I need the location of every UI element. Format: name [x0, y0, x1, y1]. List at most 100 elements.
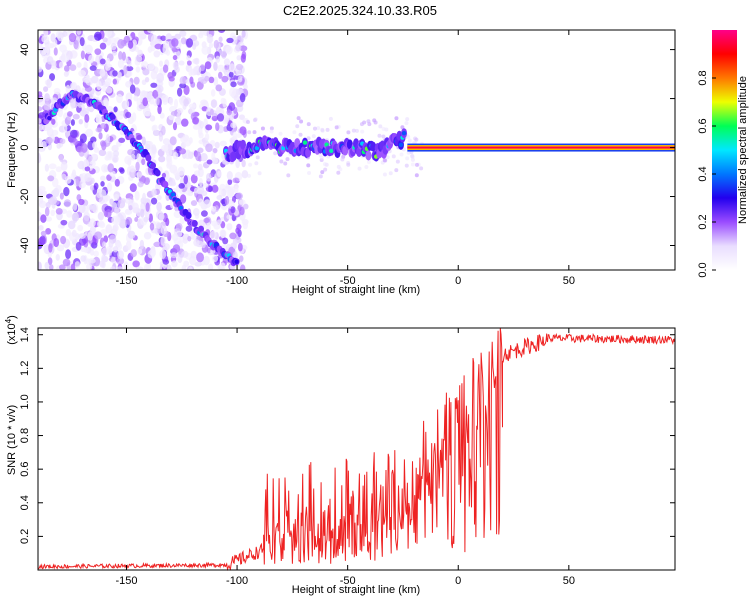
spectrogram-noise — [230, 122, 237, 129]
spectrogram-noise — [129, 165, 136, 173]
spectrogram-noise — [124, 155, 132, 165]
spectrogram-noise — [89, 185, 95, 191]
spectrogram-noise — [192, 208, 200, 216]
spectrogram-noise — [166, 264, 172, 270]
spectrogram-noise — [232, 131, 238, 140]
spectrogram-noise — [60, 235, 67, 245]
spectrogram-frame — [37, 29, 676, 271]
spectrogram-noise — [125, 111, 132, 119]
spectrogram-noise — [77, 224, 84, 232]
spectrogram-noise — [394, 116, 399, 121]
spectrogram-noise — [176, 112, 181, 119]
spectrogram-x-axis-label: Height of straight line (km) — [292, 284, 420, 296]
spectrogram-noise — [162, 243, 170, 251]
spectrogram-noise — [407, 138, 412, 143]
spectrogram-noise — [171, 38, 179, 47]
spectrogram-noise — [246, 173, 251, 178]
spectrogram-noise — [144, 76, 150, 83]
spectrogram-noise — [172, 122, 178, 131]
spectrogram-noise — [90, 136, 97, 143]
spectrogram-noise — [224, 64, 230, 70]
spectrogram-noise — [273, 151, 278, 156]
spectrogram-noise — [93, 250, 99, 257]
colorbar-tick-label: 0.8 — [697, 70, 709, 85]
spectrogram-noise — [166, 158, 173, 167]
spectrogram-noise — [50, 33, 56, 43]
spectrogram-noise — [76, 30, 82, 36]
spectrogram-noise — [190, 231, 196, 240]
spectrogram-noise — [142, 68, 150, 76]
spectrogram-noise — [241, 159, 246, 168]
spectrogram-noise — [75, 176, 80, 187]
spectrogram-noise — [127, 148, 135, 156]
spectrogram-noise — [44, 93, 50, 102]
y-tick-label: 40 — [19, 43, 31, 55]
spectrogram-noise — [43, 102, 51, 111]
spectrogram-noise — [44, 207, 50, 217]
snr-series-line — [38, 327, 676, 572]
spectrogram-noise — [137, 181, 144, 188]
spectrogram-noise — [236, 132, 243, 139]
spectrogram-noise — [162, 44, 169, 55]
spectrogram-noise — [135, 66, 141, 73]
spectrogram-noise — [40, 214, 47, 223]
spectrogram-noise — [211, 220, 218, 227]
spectrogram-noise — [116, 71, 123, 78]
spectrogram-noise — [366, 160, 371, 165]
spectrogram-noise — [103, 235, 109, 243]
colorbar: 0.0 0.2 0.4 0.6 0.8 Normalized spectral ampl… — [697, 30, 749, 278]
spectrogram-noise — [200, 153, 208, 162]
spectrogram-noise — [235, 44, 242, 52]
spectrogram-noise — [183, 98, 189, 107]
spectrogram-noise — [212, 147, 218, 154]
spectrogram-noise — [173, 169, 179, 176]
spectrogram-noise — [44, 261, 50, 270]
spectrogram-noise — [228, 102, 236, 112]
spectrogram-noise — [106, 57, 111, 67]
spectrogram-noise — [55, 254, 60, 261]
spectrogram-noise — [147, 46, 153, 53]
spectrogram-noise — [84, 113, 90, 123]
spectrogram-noise — [169, 115, 175, 121]
spectrogram-noise — [105, 86, 113, 94]
spectrogram-noise — [306, 122, 311, 127]
spectrogram-noise — [226, 37, 234, 44]
spectrogram-noise — [211, 184, 219, 193]
spectrogram-noise — [351, 128, 356, 133]
x-tick-label: -50 — [340, 575, 356, 587]
spectrogram-noise — [113, 193, 120, 201]
spectrogram-noise — [71, 212, 80, 222]
spectrogram-noise — [192, 124, 201, 130]
spectrogram-noise — [117, 39, 125, 49]
spectrogram-noise — [373, 120, 378, 125]
colorbar-ticks: 0.0 0.2 0.4 0.6 0.8 — [697, 70, 716, 278]
spectrogram-noise — [143, 231, 152, 240]
spectrogram-marks — [38, 30, 675, 270]
spectrogram-noise — [124, 99, 130, 109]
y-tick-label: 20 — [19, 92, 31, 104]
spectrogram-noise — [227, 179, 233, 185]
spectrogram-noise — [150, 82, 158, 88]
spectrogram-noise — [221, 204, 228, 211]
spectrogram-noise — [135, 161, 140, 172]
spectrogram-noise — [154, 38, 163, 45]
spectrogram-noise — [252, 118, 257, 123]
y-tick-label: 0.6 — [19, 462, 31, 477]
spectrogram-noise — [181, 250, 189, 258]
spectrogram-noise — [61, 173, 67, 180]
spectrogram-track-core — [407, 146, 675, 149]
spectrogram-noise — [161, 172, 167, 178]
spectrogram-noise — [113, 150, 120, 157]
colorbar-gradient — [712, 30, 737, 270]
spectrogram-noise — [320, 170, 325, 175]
spectrogram-x-ticks: -150 -100 -50 0 50 — [115, 30, 575, 287]
spectrogram-track-point — [150, 162, 157, 170]
spectrogram-noise — [71, 229, 77, 237]
spectrogram-noise — [94, 48, 102, 55]
spectrogram-noise — [106, 182, 113, 192]
spectrogram-noise — [127, 230, 136, 239]
spectrogram-noise — [109, 37, 117, 45]
spectrogram-noise — [150, 70, 158, 80]
y-tick-label: 0.2 — [19, 529, 31, 544]
spectrogram-noise — [85, 128, 94, 138]
